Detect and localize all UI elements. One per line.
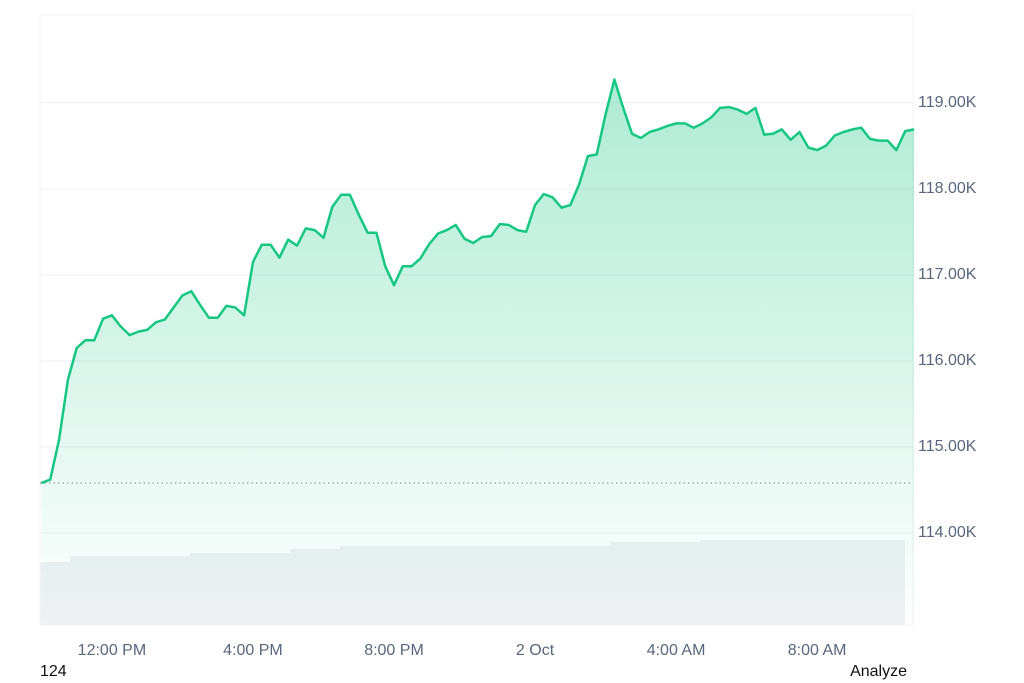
y-tick-label: 119.00K	[918, 94, 977, 111]
x-tick-label: 12:00 PM	[78, 642, 146, 659]
y-tick-label: 115.00K	[918, 438, 977, 455]
x-tick-label: 8:00 PM	[364, 642, 424, 659]
y-tick-label: 118.00K	[918, 180, 977, 197]
price-line	[40, 78, 915, 485]
x-tick-label: 4:00 AM	[647, 642, 706, 659]
x-tick-label: 4:00 PM	[223, 642, 283, 659]
x-tick-label: 2 Oct	[516, 642, 555, 659]
y-tick-label: 117.00K	[918, 266, 977, 283]
y-tick-label: 116.00K	[918, 352, 977, 369]
y-tick-label: 114.00K	[918, 524, 977, 541]
footer-right[interactable]: Analyze	[850, 663, 907, 680]
area	[41, 79, 915, 625]
x-tick-label: 8:00 AM	[788, 642, 847, 659]
footer-left: 124	[40, 663, 67, 680]
